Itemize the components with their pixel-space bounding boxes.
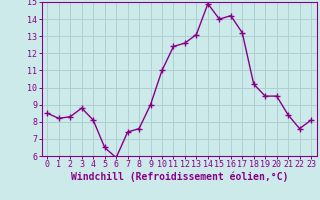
- X-axis label: Windchill (Refroidissement éolien,°C): Windchill (Refroidissement éolien,°C): [70, 172, 288, 182]
